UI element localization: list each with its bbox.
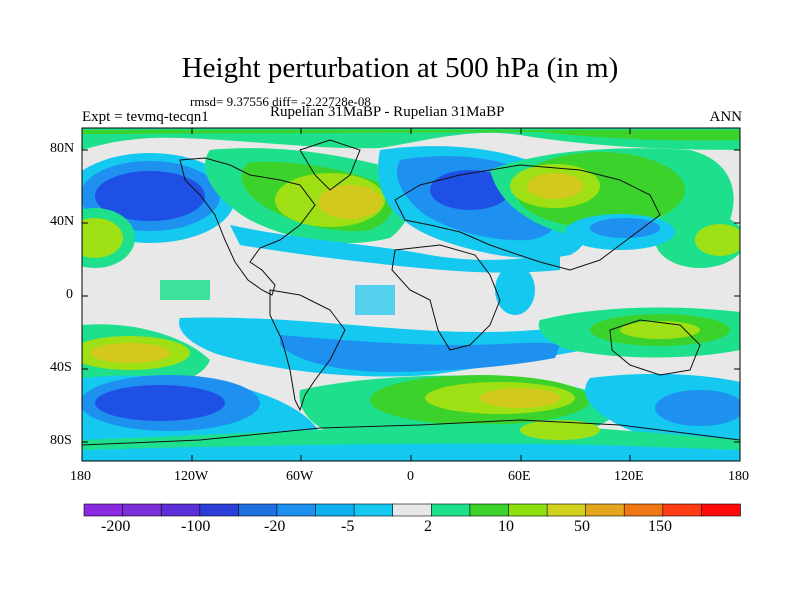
colorbar-swatch (469, 503, 510, 517)
lat-label-40s: 40S (50, 360, 72, 375)
colorbar-label: -100 (181, 518, 211, 535)
colorbar-swatch (430, 503, 471, 517)
colorbar-swatch (276, 503, 317, 517)
colorbar-swatch (623, 503, 664, 517)
easia-low-core (590, 218, 660, 238)
antarctic-band-inner (82, 443, 740, 461)
subtropical-band (230, 225, 560, 273)
natl-high-core (318, 185, 382, 219)
lon-label-120w: 120W (174, 469, 209, 484)
arctic-band-inner (82, 130, 740, 141)
colorbar-swatch (315, 503, 355, 517)
season-label: ANN (709, 109, 743, 125)
colorbar-label: -20 (264, 518, 286, 535)
antarctica-coast (82, 419, 740, 446)
npac-low-core (95, 171, 205, 221)
nepac-tail-core (695, 224, 740, 256)
lon-label-60w: 60W (286, 469, 314, 484)
eurasia-coast (394, 164, 661, 271)
north-america-coast (179, 157, 316, 296)
southern-belt-core (95, 385, 225, 421)
contour-field (82, 128, 740, 461)
lon-label-60e: 60E (508, 469, 531, 484)
lon-ticks (81, 128, 741, 461)
wpac-high-core (82, 218, 123, 258)
south-america-coast (269, 289, 346, 412)
sindian-high-core (620, 321, 700, 339)
comparison-label: Rupelian 31MaBP - Rupelian 31MaBP (270, 104, 505, 120)
colorbar-swatch (701, 503, 741, 517)
colorbar-label: -5 (341, 518, 355, 535)
lat-label-80s: 80S (50, 433, 72, 448)
lat-label-40n: 40N (50, 214, 75, 229)
colorbar-label: 50 (574, 518, 590, 535)
swpac-high-core (90, 343, 170, 363)
australia-coast (609, 319, 701, 376)
lon-label-180e: 180 (728, 469, 749, 484)
lon-label-120e: 120E (614, 469, 644, 484)
colorbar-label: -200 (101, 518, 131, 535)
colorbar-swatch (508, 503, 548, 517)
south-low-mid (280, 335, 560, 372)
colorbar-swatch (83, 503, 124, 517)
colorbar-swatch (662, 503, 703, 517)
tropical-patch-indian (495, 265, 535, 315)
colorbar-swatch (160, 503, 201, 517)
nepac-high-core (527, 173, 583, 199)
colorbar-swatch (585, 503, 625, 517)
lat-label-0: 0 (66, 287, 73, 302)
colorbar-swatch (546, 503, 587, 517)
tropical-patch-pacific (160, 280, 210, 300)
colorbar (83, 503, 741, 517)
spac-low-core (655, 390, 740, 426)
colorbar-swatch (199, 503, 240, 517)
colorbar-swatch (122, 503, 162, 517)
coastlines (82, 139, 740, 446)
colorbar-label: 10 (498, 518, 514, 535)
lat-label-80n: 80N (50, 141, 75, 156)
stats-label: rmsd= 9.37556 diff= -2.22728e-08 (190, 94, 371, 109)
experiment-label: Expt = tevmq-tecqn1 (82, 109, 209, 125)
lon-label-180w: 180 (70, 469, 91, 484)
eurasia-low-core (430, 170, 510, 210)
lat-ticks (82, 149, 740, 443)
lon-label-0: 0 (407, 469, 414, 484)
colorbar-swatch (392, 503, 433, 517)
southern-high-core (480, 388, 560, 408)
plot-title: Height perturbation at 500 hPa (in m) (181, 52, 619, 84)
antarctic-high-patch (520, 420, 600, 440)
tropical-patch-atlantic (355, 285, 395, 315)
colorbar-label: 150 (648, 518, 672, 535)
colorbar-swatch (353, 503, 394, 517)
greenland-coast (299, 139, 361, 191)
africa-coast (391, 244, 501, 351)
colorbar-swatch (238, 503, 278, 517)
colorbar-label: 2 (424, 518, 432, 535)
